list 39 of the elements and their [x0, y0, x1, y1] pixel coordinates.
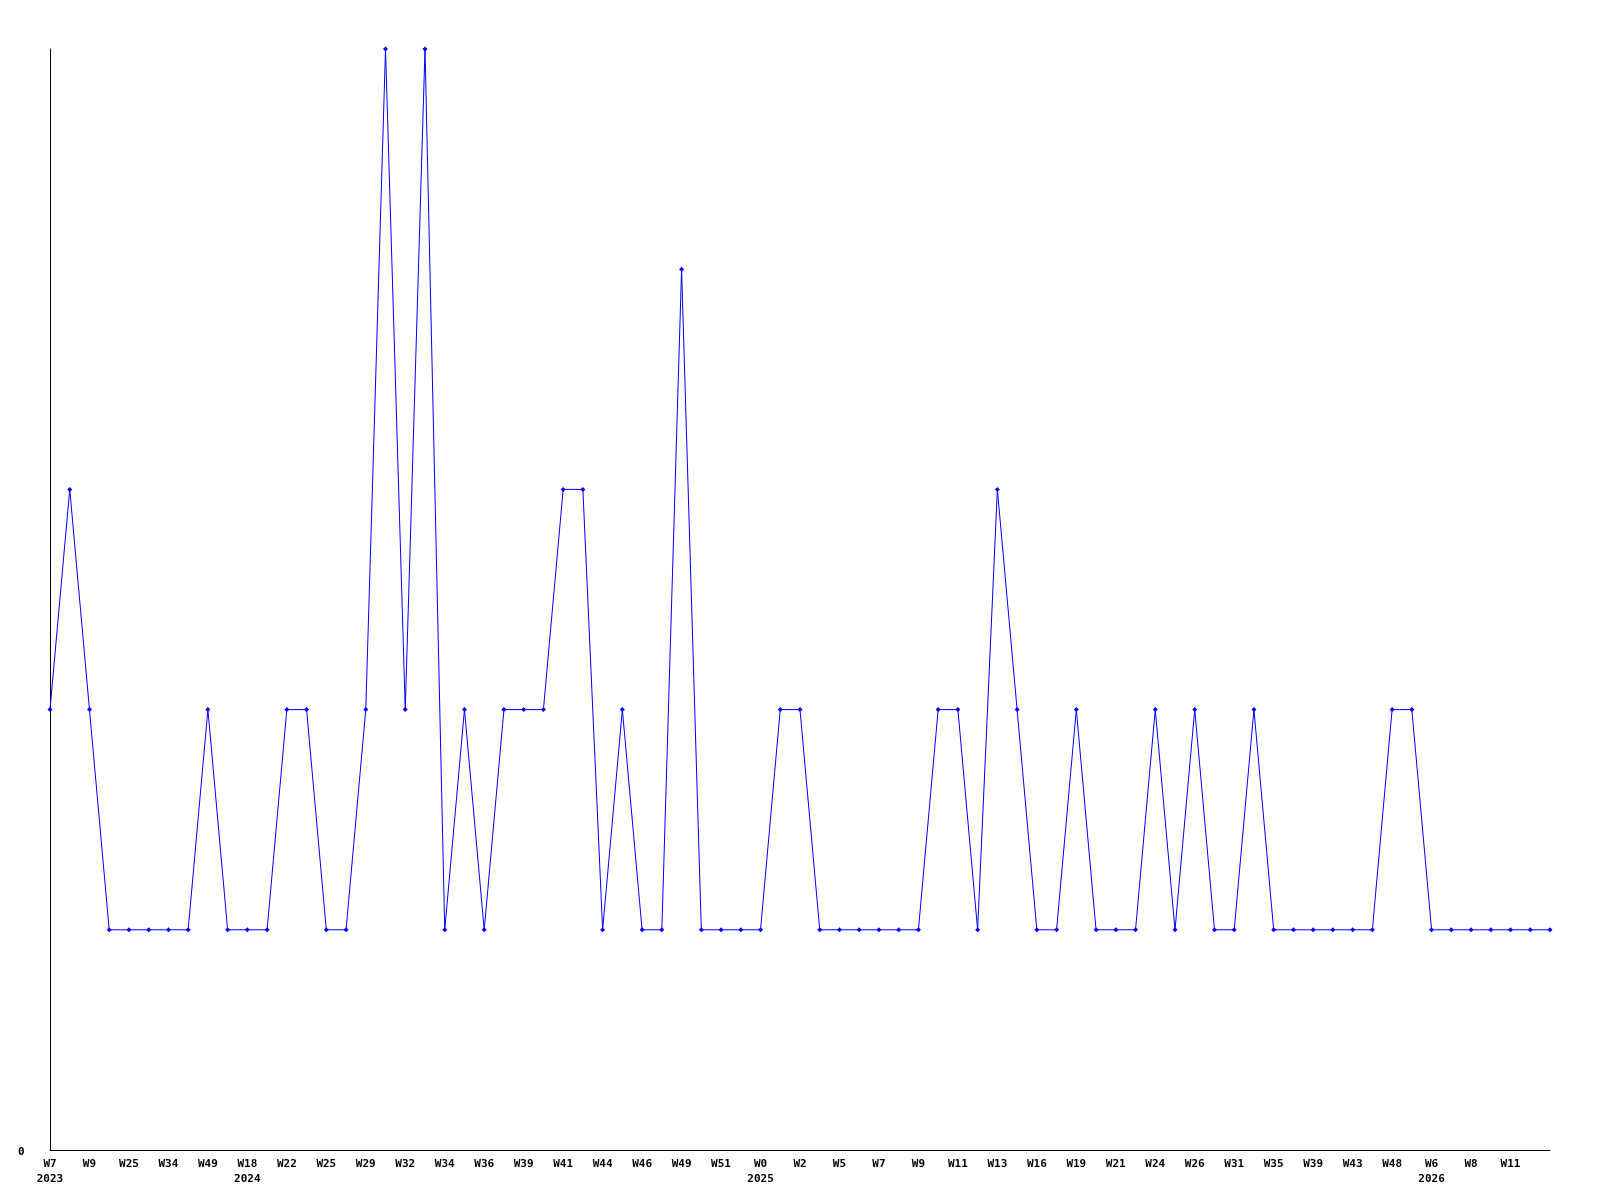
- x-tick-label: W36: [474, 1157, 495, 1170]
- x-tick-label: W26: [1184, 1157, 1206, 1170]
- x-tick-label: W7: [872, 1157, 886, 1170]
- x-tick-label: W21: [1105, 1157, 1127, 1170]
- text: 0: [18, 1145, 25, 1158]
- x-tick-label: W2: [793, 1157, 807, 1170]
- x-tick-label: W11: [1500, 1157, 1521, 1170]
- x-tick-label: W44: [592, 1157, 613, 1170]
- x-tick-label: W34: [434, 1157, 456, 1170]
- x-tick-label: W39: [513, 1157, 534, 1170]
- x-tick-label: W9: [911, 1157, 926, 1170]
- x-tick-label: W51: [711, 1157, 732, 1170]
- x-tick-label: W48: [1382, 1157, 1403, 1170]
- x-tick-label: W6 2026: [1418, 1157, 1446, 1185]
- x-tick-label: W49: [197, 1157, 218, 1170]
- x-tick-label: W25: [316, 1157, 337, 1170]
- x-tick-label: W8: [1464, 1157, 1478, 1170]
- x-tick-label: W41: [553, 1157, 574, 1170]
- x-tick-label: W0 2025: [747, 1157, 774, 1185]
- x-tick-label: W46: [632, 1157, 653, 1170]
- x-tick-label: W7 2023: [36, 1157, 64, 1185]
- x-tick-label: W31: [1224, 1157, 1245, 1170]
- x-tick-label: W19: [1066, 1157, 1087, 1170]
- x-tick-label: W34: [158, 1157, 179, 1170]
- x-tick-label: W5: [832, 1157, 847, 1170]
- x-tick-label: W9: [82, 1157, 97, 1170]
- x-tick-label: W39: [1303, 1157, 1324, 1170]
- x-tick-label: W16: [1026, 1157, 1048, 1170]
- x-tick-label: W22: [276, 1157, 297, 1170]
- x-tick-label: W35: [1263, 1157, 1284, 1170]
- x-tick-label: W25: [119, 1157, 139, 1170]
- x-tick-label: W43: [1342, 1157, 1363, 1170]
- x-tick-label: W11: [947, 1157, 969, 1170]
- x-tick-label: W18 2024: [234, 1157, 261, 1185]
- x-tick-label: W29: [355, 1157, 376, 1170]
- x-tick-label: W24: [1145, 1157, 1166, 1170]
- x-tick-label: W49: [671, 1157, 692, 1170]
- x-tick-label: W13: [987, 1157, 1008, 1170]
- x-tick-label: W32: [395, 1157, 416, 1170]
